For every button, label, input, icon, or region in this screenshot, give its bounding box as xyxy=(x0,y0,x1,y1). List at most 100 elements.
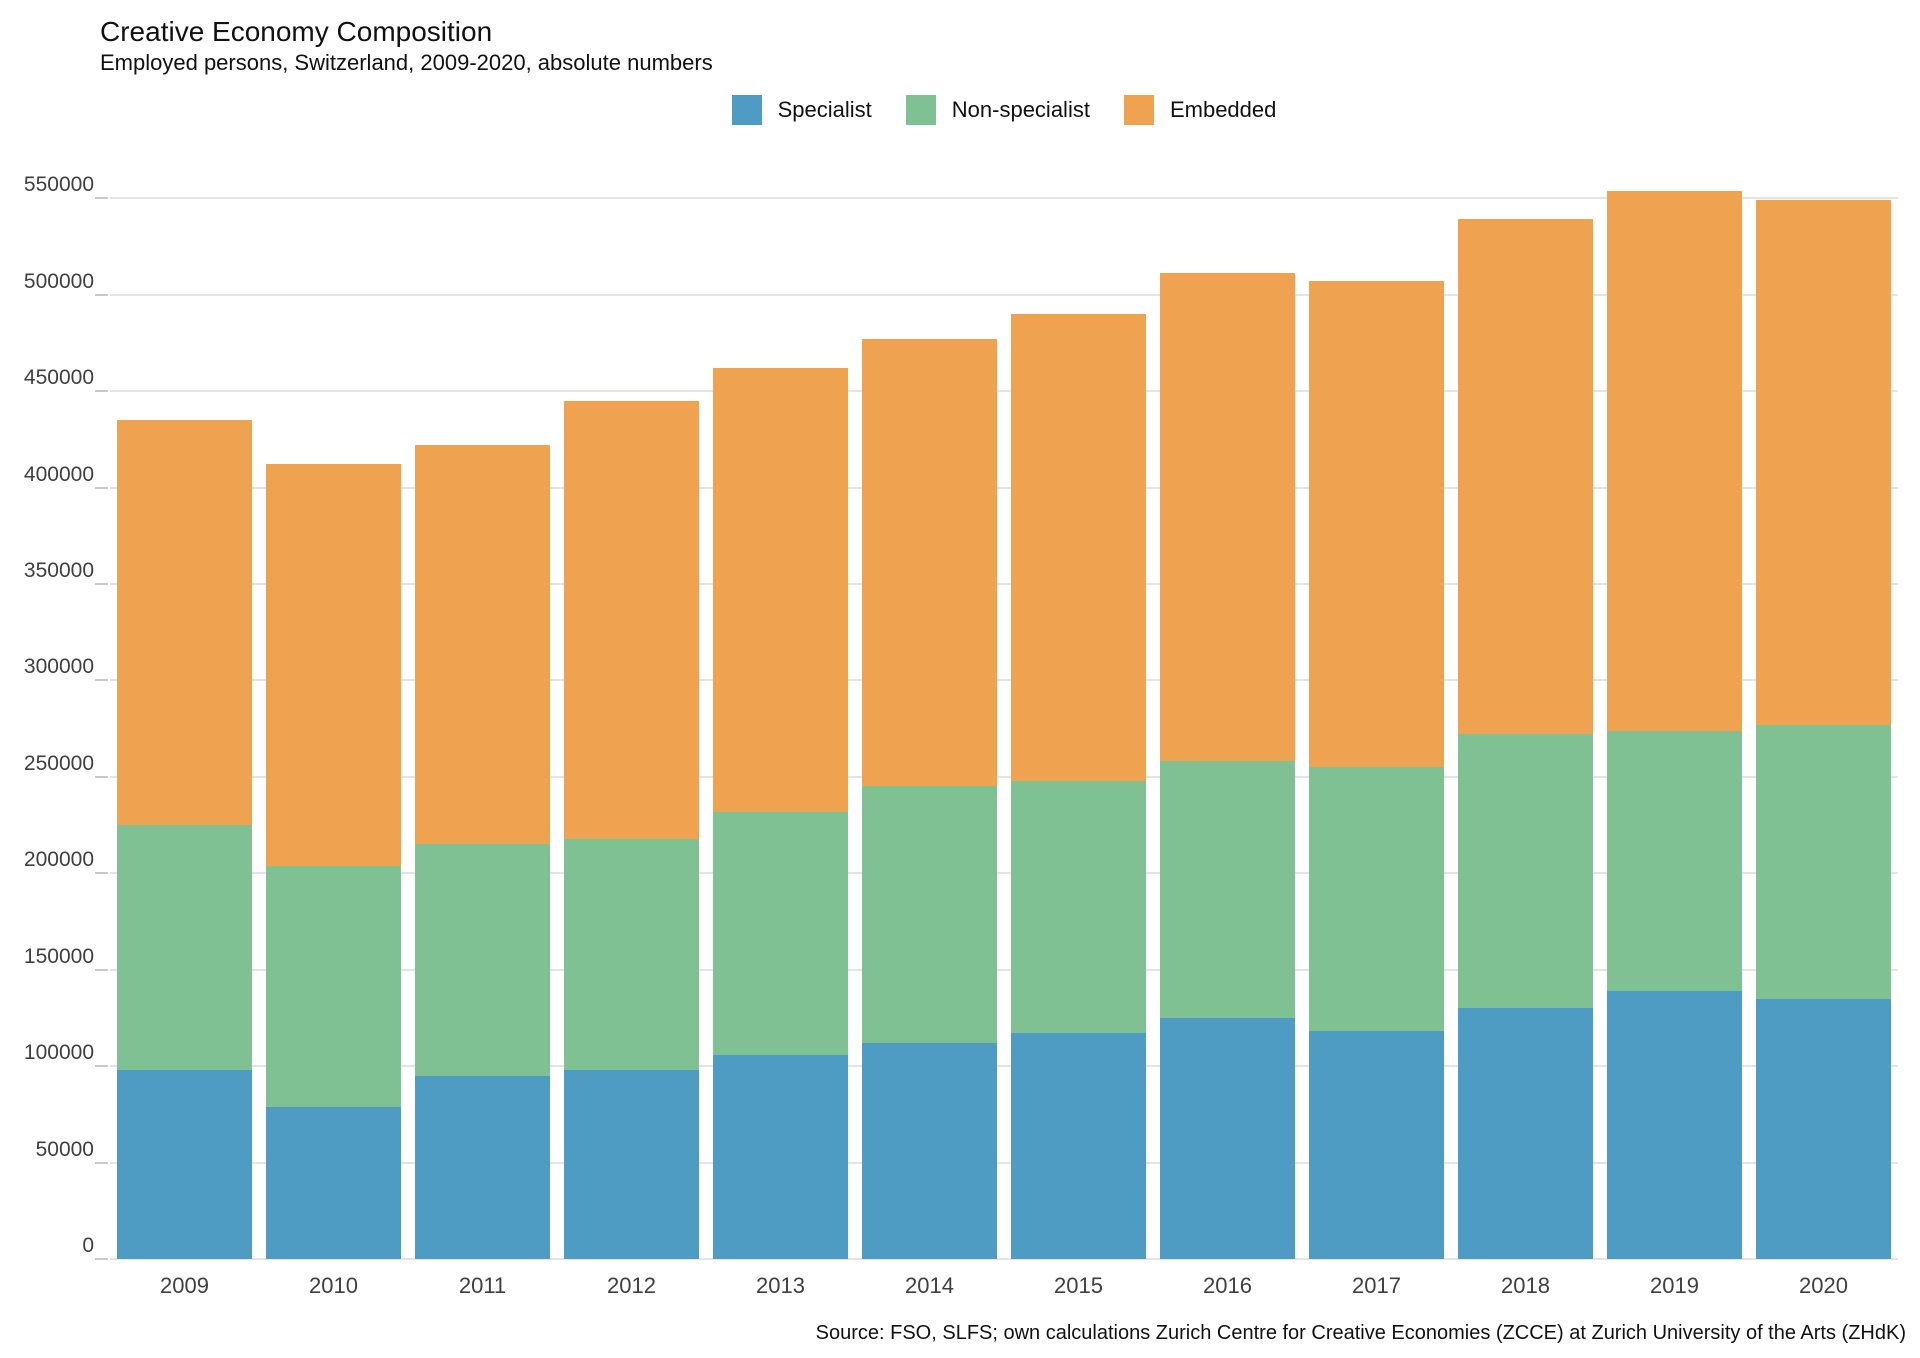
gridline-550000 xyxy=(110,197,1898,200)
gridline-250000 xyxy=(110,775,1898,778)
bar-segment-non-specialist-2009 xyxy=(117,825,252,1070)
bar-segment-non-specialist-2011 xyxy=(415,844,550,1076)
bar-slot-2010 xyxy=(259,150,408,1259)
bar-segment-specialist-2013 xyxy=(713,1054,848,1259)
x-axis-label-2020: 2020 xyxy=(1799,1273,1848,1298)
stacked-bar-2015 xyxy=(1011,313,1146,1259)
y-tick-label: 400000 xyxy=(23,462,94,486)
chart-subtitle: Employed persons, Switzerland, 2009-2020… xyxy=(100,50,713,75)
bar-segment-specialist-2010 xyxy=(266,1106,401,1259)
x-axis-label-2019: 2019 xyxy=(1650,1273,1699,1298)
stacked-bar-2019 xyxy=(1607,190,1742,1259)
bar-segment-non-specialist-2014 xyxy=(862,786,997,1043)
bar-segment-non-specialist-2019 xyxy=(1607,730,1742,991)
bar-slot-2015 xyxy=(1004,150,1153,1259)
bar-segment-specialist-2014 xyxy=(862,1043,997,1259)
bar-slot-2017 xyxy=(1302,150,1451,1259)
y-tickmark xyxy=(95,872,108,875)
chart-title: Creative Economy Composition xyxy=(100,16,493,47)
bar-slot-2012 xyxy=(557,150,706,1259)
bar-segment-embedded-2010 xyxy=(266,464,401,866)
bar-slot-2014 xyxy=(855,150,1004,1259)
y-tick-label: 350000 xyxy=(23,558,94,582)
legend-swatch-icon xyxy=(1123,95,1154,125)
y-tickmark xyxy=(95,390,108,393)
legend: Specialist Non-specialist Embedded xyxy=(110,92,1898,128)
gridline-450000 xyxy=(110,390,1898,393)
bar-segment-specialist-2017 xyxy=(1309,1031,1444,1259)
bar-slot-2013 xyxy=(706,150,855,1259)
stacked-bar-2012 xyxy=(564,400,699,1259)
x-axis-label-2017: 2017 xyxy=(1352,1273,1401,1298)
gridline-100000 xyxy=(110,1065,1898,1068)
legend-item-non-specialist: Non-specialist xyxy=(905,95,1090,125)
y-tickmark xyxy=(95,968,108,971)
bar-slot-2020 xyxy=(1749,150,1898,1259)
bar-segment-non-specialist-2013 xyxy=(713,811,848,1055)
legend-label: Non-specialist xyxy=(951,97,1090,122)
bar-segment-embedded-2013 xyxy=(713,367,848,812)
bar-segment-specialist-2020 xyxy=(1756,998,1891,1259)
gridline-350000 xyxy=(110,582,1898,585)
y-tick-label: 100000 xyxy=(23,1041,94,1065)
y-tickmark xyxy=(95,486,108,489)
bar-segment-specialist-2011 xyxy=(415,1075,550,1259)
bar-segment-specialist-2015 xyxy=(1011,1033,1146,1259)
y-tick-label: 250000 xyxy=(23,751,94,775)
stacked-bar-2011 xyxy=(415,445,550,1259)
y-tick-label: 550000 xyxy=(23,173,94,197)
gridline-400000 xyxy=(110,486,1898,489)
x-axis-label-2018: 2018 xyxy=(1501,1273,1550,1298)
bar-slot-2019 xyxy=(1600,150,1749,1259)
y-tick-label: 0 xyxy=(82,1234,94,1257)
x-axis-labels: 2009 2010 2011 2012 2013 2014 2015 2016 2017 2018… xyxy=(110,1273,1898,1299)
bar-slot-2009 xyxy=(110,150,259,1259)
y-tick-label: 450000 xyxy=(23,366,94,390)
legend-swatch-icon xyxy=(731,95,762,125)
y-tickmark xyxy=(95,679,108,682)
y-tickmark xyxy=(95,1161,108,1164)
y-tickmark xyxy=(95,582,108,585)
x-axis-label-2011: 2011 xyxy=(458,1273,507,1298)
legend-label: Embedded xyxy=(1169,97,1277,122)
legend-swatch-icon xyxy=(905,95,936,125)
bar-segment-non-specialist-2015 xyxy=(1011,780,1146,1034)
bar-segment-specialist-2012 xyxy=(564,1070,699,1259)
bar-segment-non-specialist-2010 xyxy=(266,865,401,1107)
y-tick-label: 150000 xyxy=(23,944,94,968)
bar-segment-specialist-2018 xyxy=(1458,1008,1593,1259)
y-tick-label: 300000 xyxy=(23,655,94,679)
y-tickmark xyxy=(95,293,108,296)
gridline-150000 xyxy=(110,968,1898,971)
y-tick-label: 200000 xyxy=(23,848,94,872)
bar-segment-non-specialist-2017 xyxy=(1309,767,1444,1032)
x-axis-label-2013: 2013 xyxy=(756,1273,805,1298)
y-tick-label: 500000 xyxy=(23,269,94,293)
y-tickmark xyxy=(95,1258,108,1260)
y-tickmark xyxy=(95,775,108,778)
x-axis-label-2014: 2014 xyxy=(905,1273,954,1298)
bar-segment-non-specialist-2012 xyxy=(564,838,699,1070)
x-axis-label-2010: 2010 xyxy=(309,1273,358,1298)
x-axis-label-2015: 2015 xyxy=(1054,1273,1103,1298)
x-axis-label-2016: 2016 xyxy=(1203,1273,1252,1298)
bar-slot-2011 xyxy=(408,150,557,1259)
bar-segment-embedded-2019 xyxy=(1607,190,1742,731)
stacked-bar-2013 xyxy=(713,367,848,1259)
x-axis-label-2009: 2009 xyxy=(160,1273,209,1298)
legend-item-specialist: Specialist xyxy=(731,95,872,125)
stacked-bar-2020 xyxy=(1756,200,1891,1259)
gridline-500000 xyxy=(110,293,1898,296)
bar-segment-embedded-2012 xyxy=(564,400,699,839)
bar-segment-embedded-2014 xyxy=(862,339,997,787)
stacked-bar-2009 xyxy=(117,420,252,1259)
bar-segment-embedded-2018 xyxy=(1458,219,1593,735)
gridline-300000 xyxy=(110,679,1898,682)
bar-segment-embedded-2020 xyxy=(1756,200,1891,725)
bars-layer xyxy=(110,150,1898,1259)
source-note: Source: FSO, SLFS; own calculations Zuri… xyxy=(815,1322,1906,1344)
legend-item-embedded: Embedded xyxy=(1123,95,1277,125)
bar-segment-embedded-2017 xyxy=(1309,281,1444,768)
gridline-50000 xyxy=(110,1161,1898,1164)
stacked-bar-2017 xyxy=(1309,281,1444,1259)
